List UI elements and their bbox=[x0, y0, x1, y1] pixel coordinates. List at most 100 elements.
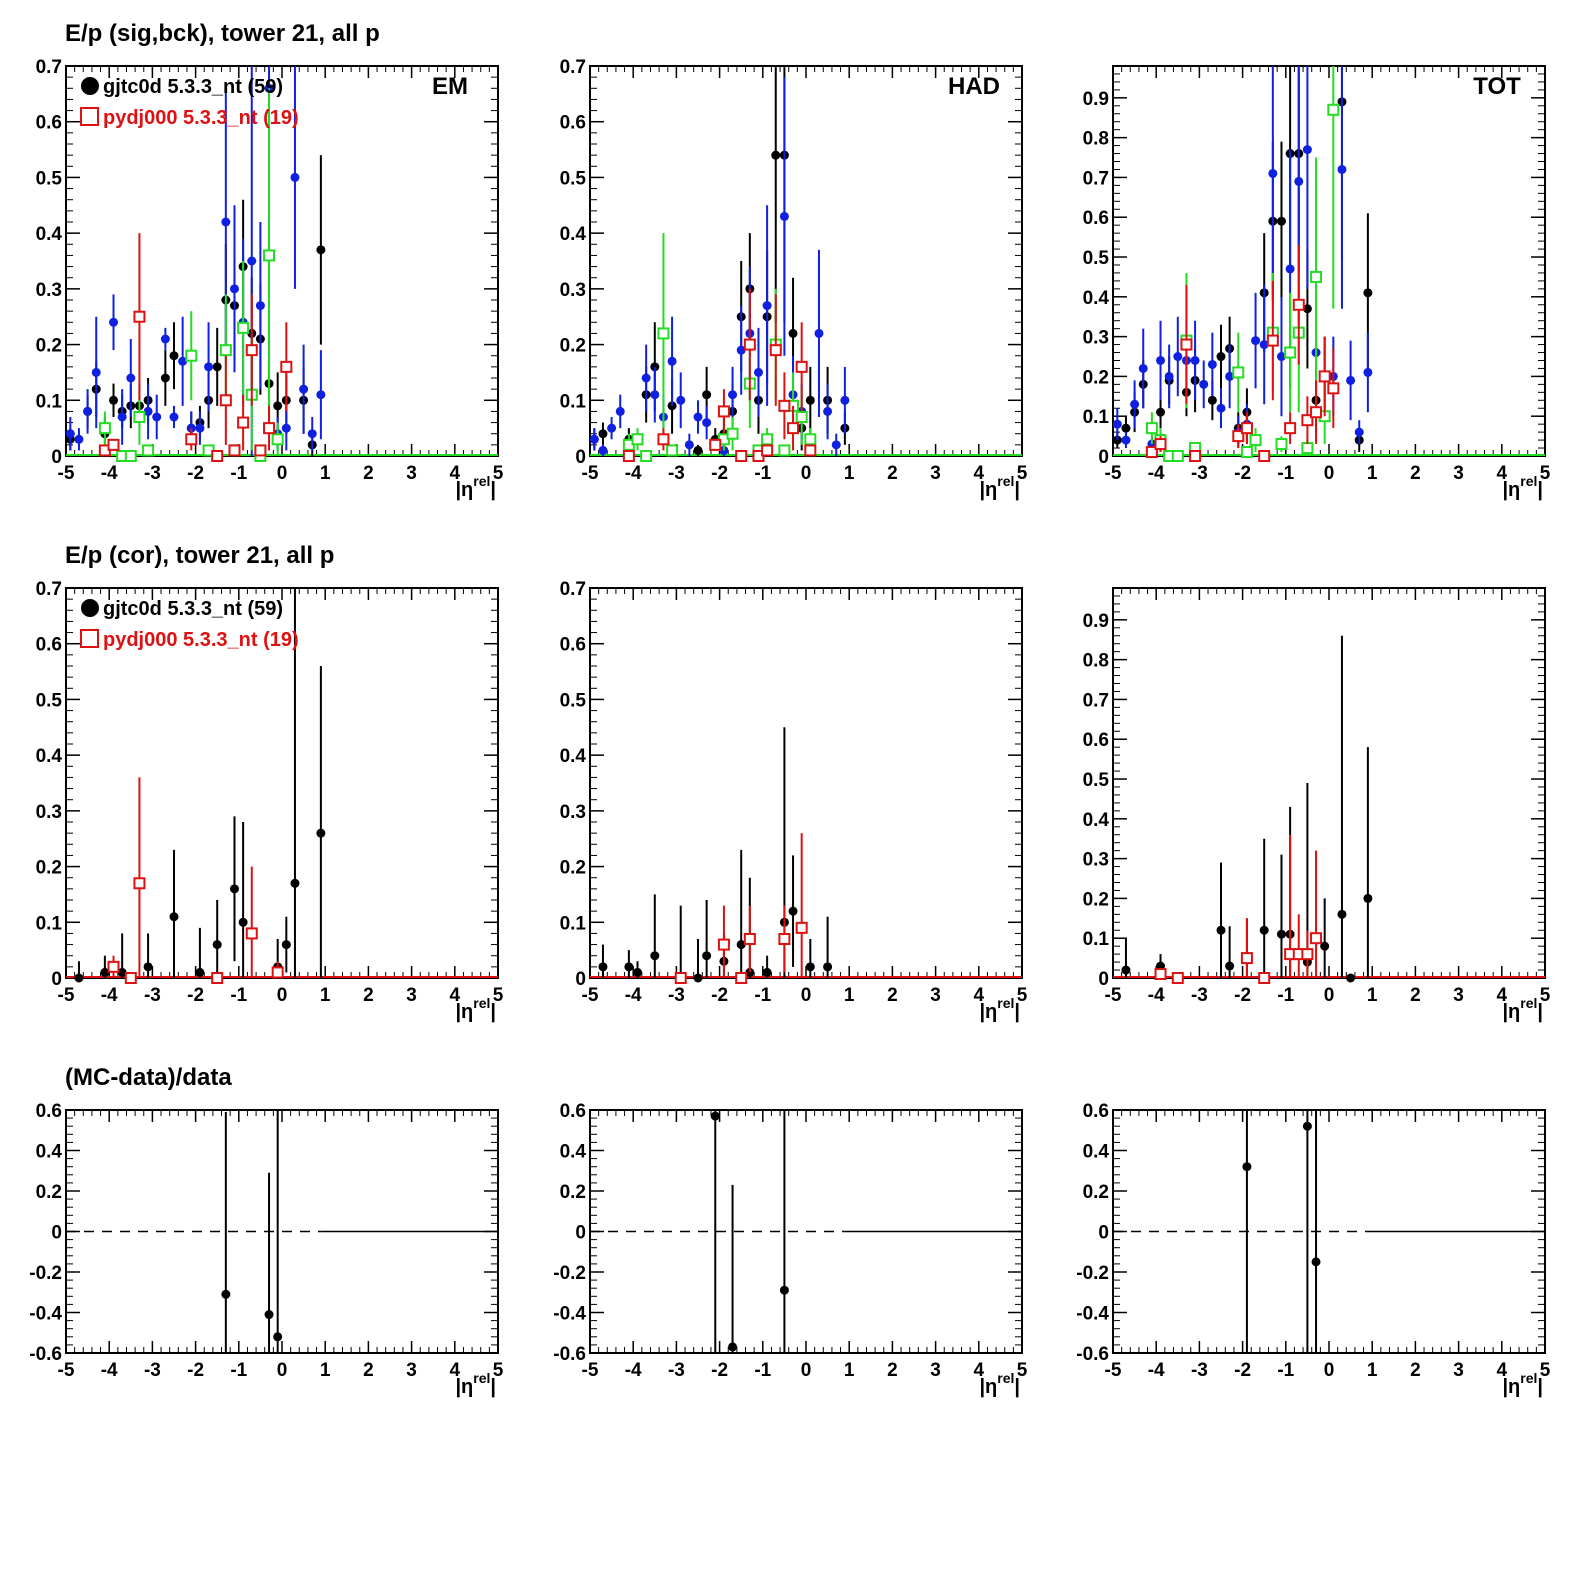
x-tick-label: 4 bbox=[974, 1360, 985, 1381]
data-point bbox=[1242, 1162, 1252, 1172]
data-point bbox=[667, 356, 677, 366]
y-tick-label: 0.1 bbox=[36, 913, 63, 934]
y-tick-label: 0.2 bbox=[1083, 889, 1109, 910]
x-tick-label: 1 bbox=[320, 463, 331, 484]
data-point bbox=[589, 434, 599, 444]
legend-marker-data bbox=[81, 599, 99, 617]
x-tick-label: -2 bbox=[711, 1360, 728, 1381]
data-point-square bbox=[804, 444, 817, 457]
x-tick-label: 3 bbox=[406, 1360, 417, 1381]
y-tick-label: 0.3 bbox=[36, 802, 62, 823]
data-point-square bbox=[1310, 932, 1323, 945]
data-point bbox=[169, 351, 179, 361]
data-point bbox=[195, 423, 205, 433]
data-point bbox=[693, 445, 703, 455]
y-tick-label: 0.5 bbox=[560, 168, 587, 189]
x-tick-label: -2 bbox=[1234, 985, 1251, 1006]
x-tick-label: 3 bbox=[930, 985, 941, 1006]
y-tick-label: 0.4 bbox=[1083, 810, 1110, 831]
chart-panel-4: -5 -4 -3 -2 -1 0 1 2 3 4 5 0 0.1 0.2 0.3 0.4 0.5 0.6 0.7 |η… bbox=[560, 579, 1028, 1023]
y-tick-label: 0.2 bbox=[560, 1182, 586, 1203]
data-point bbox=[762, 301, 772, 311]
data-point bbox=[221, 1289, 231, 1299]
x-tick-label: 1 bbox=[320, 985, 331, 1006]
data-point-square bbox=[640, 450, 653, 462]
chart-panel-2: -5 -4 -3 -2 -1 0 1 2 3 4 5 0 0.1 0.2 0.3 0.4 0.5 0.6 0.7 0.… bbox=[1083, 65, 1551, 501]
legend-label-mc: pydj000 5.3.3_nt (19) bbox=[103, 629, 299, 651]
x-axis-label: |ηrel| bbox=[1502, 1370, 1543, 1398]
y-tick-label: 0.5 bbox=[1083, 770, 1110, 791]
data-point bbox=[1346, 375, 1356, 385]
y-tick-label: 0.7 bbox=[560, 57, 586, 78]
x-tick-label: 0 bbox=[277, 1360, 288, 1381]
x-tick-label: 4 bbox=[974, 463, 985, 484]
chart-panel-5: -5 -4 -3 -2 -1 0 1 2 3 4 5 0 0.1 0.2 0.3 0.4 0.5 0.6 0.7 0.… bbox=[1083, 587, 1551, 1023]
data-point-square bbox=[1310, 406, 1323, 419]
y-tick-label: -0.2 bbox=[1076, 1263, 1109, 1284]
data-point bbox=[1259, 340, 1269, 350]
data-point-square bbox=[1258, 450, 1271, 462]
y-tick-label: 0 bbox=[575, 969, 586, 990]
y-tick-label: 0.3 bbox=[1083, 328, 1109, 349]
data-point-square bbox=[1189, 450, 1202, 462]
data-point-square bbox=[1318, 370, 1331, 383]
x-tick-label: 5 bbox=[493, 463, 504, 484]
y-tick-label: 0.4 bbox=[1083, 288, 1110, 309]
data-point-square bbox=[631, 433, 644, 446]
x-tick-label: -2 bbox=[1234, 463, 1251, 484]
y-tick-label: 0.6 bbox=[1083, 208, 1109, 229]
data-point bbox=[229, 884, 239, 894]
data-point-square bbox=[743, 933, 756, 945]
x-tick-label: -3 bbox=[144, 1360, 161, 1381]
data-point-square bbox=[107, 438, 120, 451]
x-tick-label: 3 bbox=[406, 463, 417, 484]
y-tick-label: 0.6 bbox=[560, 635, 586, 656]
x-tick-label: -1 bbox=[230, 985, 247, 1006]
x-tick-label: -5 bbox=[58, 1360, 75, 1381]
data-point bbox=[684, 440, 694, 450]
x-tick-label: 0 bbox=[1324, 463, 1335, 484]
chart-panel-6: -5 -4 -3 -2 -1 0 1 2 3 4 5 -0.6 -0.4 -0.2 0 0.2 0.4 0.6 |η… bbox=[29, 1101, 503, 1398]
data-point bbox=[212, 940, 222, 950]
data-point bbox=[1337, 909, 1347, 919]
data-point bbox=[771, 150, 781, 160]
data-point bbox=[65, 429, 75, 439]
data-point bbox=[1251, 336, 1261, 346]
y-tick-label: 0.5 bbox=[1083, 248, 1110, 269]
data-point bbox=[1302, 1121, 1312, 1131]
x-tick-label: 2 bbox=[1410, 985, 1421, 1006]
data-point-square bbox=[1266, 334, 1279, 347]
x-tick-label: -1 bbox=[230, 1360, 247, 1381]
data-point-square bbox=[1171, 450, 1184, 462]
data-point-square bbox=[1240, 422, 1253, 435]
data-point bbox=[1216, 352, 1226, 362]
data-point bbox=[1112, 419, 1122, 429]
data-point bbox=[307, 429, 317, 439]
data-point bbox=[615, 406, 625, 416]
data-point-square bbox=[1284, 346, 1297, 359]
data-point-square bbox=[280, 360, 293, 373]
data-point-square bbox=[98, 422, 111, 435]
y-tick-label: -0.4 bbox=[1076, 1304, 1109, 1325]
x-tick-label: -2 bbox=[187, 1360, 204, 1381]
x-tick-label: -5 bbox=[58, 463, 75, 484]
y-tick-label: -0.6 bbox=[553, 1344, 586, 1365]
x-tick-label: -4 bbox=[1148, 985, 1165, 1006]
data-point bbox=[1320, 941, 1330, 951]
x-tick-label: 5 bbox=[1540, 463, 1551, 484]
data-point-square bbox=[263, 249, 276, 262]
x-tick-label: 3 bbox=[1453, 1360, 1464, 1381]
x-tick-label: 5 bbox=[1017, 985, 1028, 1006]
y-tick-label: 0.6 bbox=[1083, 1101, 1109, 1122]
data-point bbox=[624, 962, 634, 972]
data-point-square bbox=[1275, 438, 1288, 451]
x-tick-label: 5 bbox=[493, 985, 504, 1006]
data-point-square bbox=[211, 972, 224, 984]
data-point bbox=[650, 390, 660, 400]
x-tick-label: -3 bbox=[144, 985, 161, 1006]
y-tick-label: 0.6 bbox=[560, 1101, 586, 1122]
data-point bbox=[109, 317, 119, 327]
y-tick-label: -0.4 bbox=[29, 1304, 62, 1325]
y-tick-label: 0.7 bbox=[36, 57, 62, 78]
data-point-square bbox=[1145, 446, 1158, 459]
